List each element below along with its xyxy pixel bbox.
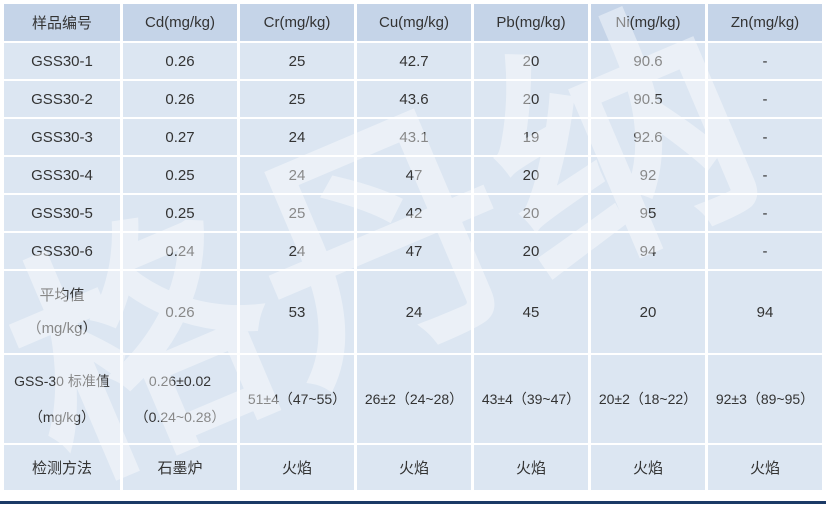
cell-cu: 43.1: [354, 117, 474, 157]
standard-label: GSS-30 标准值 （mg/kg）: [6, 356, 119, 442]
cell-cu: 47: [354, 155, 474, 195]
table-row-gss30-2: GSS30-2 0.26 25 43.6 20 90.5 -: [1, 79, 825, 119]
cell-pb: 20: [471, 155, 591, 195]
table-row-standard-value: GSS-30 标准值 （mg/kg） 0.26±0.02 （0.24~0.28）…: [1, 353, 825, 445]
table-row-gss30-4: GSS30-4 0.25 24 47 20 92 -: [1, 155, 825, 195]
cell-cd: 石墨炉: [120, 443, 240, 492]
cell-cd: 0.27: [120, 117, 240, 157]
cell-pb: 43±4（39~47）: [471, 353, 591, 445]
cell-pb: 20: [471, 231, 591, 271]
cell-cd: 0.24: [120, 231, 240, 271]
cell-cd: 0.26: [120, 269, 240, 355]
header-cell-zn: Zn(mg/kg): [705, 2, 825, 43]
cell-zn: -: [705, 41, 825, 81]
cell-zn: -: [705, 193, 825, 233]
bottom-divider: [0, 501, 826, 504]
cell-ni: 94: [588, 231, 708, 271]
cell-cd: 0.26: [120, 79, 240, 119]
row-label: GSS30-6: [1, 231, 123, 271]
table-row-gss30-6: GSS30-6 0.24 24 47 20 94 -: [1, 231, 825, 271]
row-label: GSS30-3: [1, 117, 123, 157]
cell-pb: 45: [471, 269, 591, 355]
cell-cr: 25: [237, 79, 357, 119]
standard-cd-line2: （0.24~0.28）: [134, 408, 226, 425]
row-label: GSS30-5: [1, 193, 123, 233]
header-cell-sample-id: 样品编号: [1, 2, 123, 43]
cell-pb: 20: [471, 193, 591, 233]
standard-label-line1: GSS-30 标准值: [14, 372, 110, 389]
row-label-average: 平均值 （mg/kg）: [1, 269, 123, 355]
row-label-standard: GSS-30 标准值 （mg/kg）: [1, 353, 123, 445]
cell-cu: 47: [354, 231, 474, 271]
cell-pb: 20: [471, 41, 591, 81]
cell-cr: 51±4（47~55）: [237, 353, 357, 445]
header-cell-pb: Pb(mg/kg): [471, 2, 591, 43]
cell-cu: 26±2（24~28）: [354, 353, 474, 445]
cell-ni: 90.5: [588, 79, 708, 119]
cell-ni: 20±2（18~22）: [588, 353, 708, 445]
cell-ni: 火焰: [588, 443, 708, 492]
cell-cr: 53: [237, 269, 357, 355]
cell-cr: 24: [237, 117, 357, 157]
cell-pb: 火焰: [471, 443, 591, 492]
results-table: 样品编号 Cd(mg/kg) Cr(mg/kg) Cu(mg/kg) Pb(mg…: [1, 2, 825, 492]
row-label-method: 检测方法: [1, 443, 123, 492]
cell-cu: 42.7: [354, 41, 474, 81]
cell-ni: 92: [588, 155, 708, 195]
standard-cd-line1: 0.26±0.02: [148, 372, 212, 389]
cell-ni: 90.6: [588, 41, 708, 81]
header-cell-ni: Ni(mg/kg): [588, 2, 708, 43]
cell-cr: 25: [237, 41, 357, 81]
standard-label-line2: （mg/kg）: [28, 408, 96, 425]
row-label: GSS30-2: [1, 79, 123, 119]
cell-zn: -: [705, 117, 825, 157]
cell-zn: -: [705, 155, 825, 195]
average-label-line2: （mg/kg）: [26, 319, 98, 337]
cell-zn: -: [705, 231, 825, 271]
row-label: GSS30-4: [1, 155, 123, 195]
cell-cu: 43.6: [354, 79, 474, 119]
cell-pb: 19: [471, 117, 591, 157]
cell-cd: 0.25: [120, 155, 240, 195]
cell-cr: 24: [237, 155, 357, 195]
cell-zn: 94: [705, 269, 825, 355]
cell-cr: 25: [237, 193, 357, 233]
cell-cr: 火焰: [237, 443, 357, 492]
cell-cd: 0.26: [120, 41, 240, 81]
header-cell-cr: Cr(mg/kg): [237, 2, 357, 43]
table-row-gss30-3: GSS30-3 0.27 24 43.1 19 92.6 -: [1, 117, 825, 157]
cell-ni: 92.6: [588, 117, 708, 157]
header-cell-cu: Cu(mg/kg): [354, 2, 474, 43]
cell-ni: 95: [588, 193, 708, 233]
header-cell-cd: Cd(mg/kg): [120, 2, 240, 43]
cell-cd: 0.25: [120, 193, 240, 233]
cell-cr: 24: [237, 231, 357, 271]
cell-zn: -: [705, 79, 825, 119]
cell-cd: 0.26±0.02 （0.24~0.28）: [120, 353, 240, 445]
cell-cu: 火焰: [354, 443, 474, 492]
cell-zn: 92±3（89~95）: [705, 353, 825, 445]
cell-pb: 20: [471, 79, 591, 119]
cell-zn: 火焰: [705, 443, 825, 492]
cell-cu: 42: [354, 193, 474, 233]
average-label-line1: 平均值: [39, 286, 85, 304]
row-label: GSS30-1: [1, 41, 123, 81]
table-row-gss30-1: GSS30-1 0.26 25 42.7 20 90.6 -: [1, 41, 825, 81]
cell-cu: 24: [354, 269, 474, 355]
header-row: 样品编号 Cd(mg/kg) Cr(mg/kg) Cu(mg/kg) Pb(mg…: [1, 2, 825, 43]
table-row-method: 检测方法 石墨炉 火焰 火焰 火焰 火焰 火焰: [1, 443, 825, 492]
table-row-gss30-5: GSS30-5 0.25 25 42 20 95 -: [1, 193, 825, 233]
standard-cd: 0.26±0.02 （0.24~0.28）: [125, 356, 236, 442]
cell-ni: 20: [588, 269, 708, 355]
table-row-average: 平均值 （mg/kg） 0.26 53 24 45 20 94: [1, 269, 825, 355]
average-label: 平均值 （mg/kg）: [6, 272, 119, 352]
